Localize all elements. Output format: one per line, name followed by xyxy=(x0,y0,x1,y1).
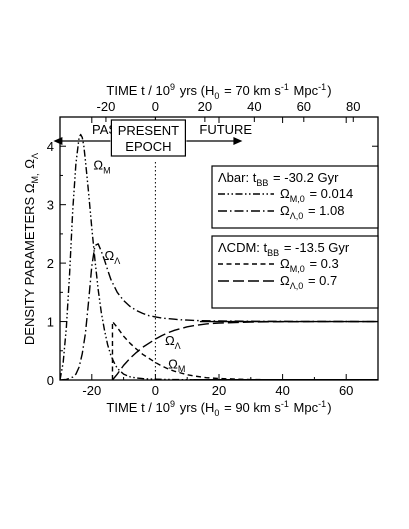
x-tick-label-bottom: 60 xyxy=(339,383,353,398)
legend-entry-label: ΩΛ,0 = 0.7 xyxy=(280,273,337,291)
y-tick-label: 0 xyxy=(47,373,54,388)
series-lambda-bar-omega-lambda xyxy=(60,243,378,380)
label-omega-m-upper: ΩM xyxy=(93,158,111,176)
series-layer xyxy=(60,133,378,381)
legend-entry-label: ΩM,0 = 0.3 xyxy=(280,256,339,274)
annotation-future: FUTURE xyxy=(199,122,252,137)
x-tick-label-bottom: 20 xyxy=(212,383,226,398)
series-lcdm-omega-m xyxy=(111,320,378,380)
x-tick-label-top: -20 xyxy=(97,99,116,114)
annotation-epoch: EPOCH xyxy=(125,139,171,154)
legend-box xyxy=(211,235,379,309)
y-axis-label: DENSITY PARAMETERS ΩM, ΩΛ xyxy=(22,152,40,345)
present-epoch-box xyxy=(110,119,187,157)
x-axis-label-bottom: TIME t / 109 yrs (H0 = 90 km s-1 Mpc-1 ) xyxy=(106,399,331,418)
x-tick-label-top: 40 xyxy=(247,99,261,114)
x-tick-label-top: 80 xyxy=(346,99,360,114)
legend-title: Λbar: tBB = -30.2 Gyr xyxy=(218,170,339,188)
x-tick-label-top: 20 xyxy=(198,99,212,114)
future-arrow-head xyxy=(233,137,243,145)
legend-title: ΛCDM: tBB = -13.5 Gyr xyxy=(218,240,350,258)
legend-box xyxy=(211,165,379,229)
series-lcdm-omega-lambda xyxy=(111,320,378,380)
label-omega-lambda-lower: ΩΛ xyxy=(165,333,182,351)
x-axis-label-top: TIME t / 109 yrs (H0 = 70 km s-1 Mpc-1 ) xyxy=(106,82,331,101)
y-tick-label: 2 xyxy=(47,256,54,271)
y-tick-label: 4 xyxy=(47,139,54,154)
label-omega-lambda-upper: ΩΛ xyxy=(105,248,122,266)
y-tick-label: 1 xyxy=(47,315,54,330)
x-tick-label-bottom: 0 xyxy=(152,383,159,398)
label-omega-m-lower: ΩM xyxy=(168,356,186,374)
legend-entry-label: ΩM,0 = 0.014 xyxy=(280,186,353,204)
y-tick-label: 3 xyxy=(47,198,54,213)
x-tick-label-top: 60 xyxy=(297,99,311,114)
x-tick-label-top: 0 xyxy=(152,99,159,114)
axes: -20 0 20 40 60 -20 0 20 40 60 80 0 1 2 3 4 TIME t / 109 … xyxy=(22,82,379,418)
past-arrow-head xyxy=(53,137,63,145)
legend-entry-label: ΩΛ,0 = 1.08 xyxy=(280,203,344,221)
x-tick-label-bottom: -20 xyxy=(82,383,101,398)
x-tick-label-bottom: 40 xyxy=(275,383,289,398)
annotation-present: PRESENT xyxy=(118,123,179,138)
